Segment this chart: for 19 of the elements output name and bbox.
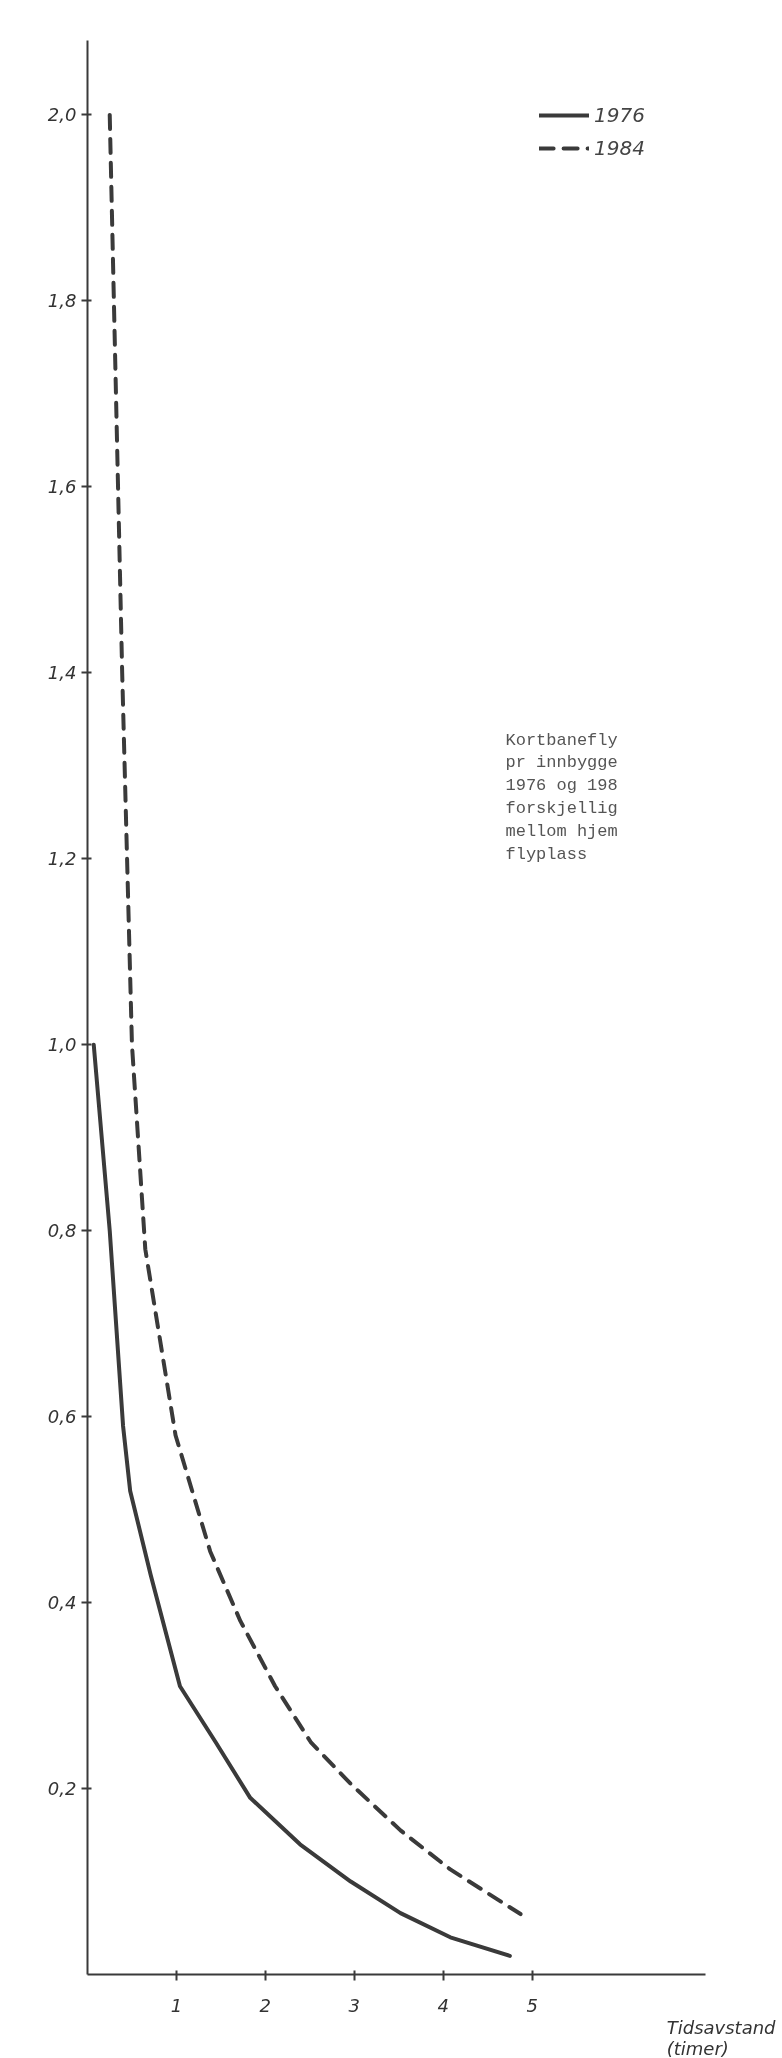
y-tick-label: 0,8 xyxy=(47,1220,77,1242)
y-tick-label: 0,2 xyxy=(47,1778,77,1800)
y-tick-label: 2,0 xyxy=(47,104,77,126)
x-tick-label: 4 xyxy=(437,1994,449,2016)
x-axis-title: Tidsavstand (timer) xyxy=(666,2016,777,2058)
y-tick-label: 1,0 xyxy=(47,1034,77,1056)
y-tick-label: 0,6 xyxy=(47,1406,77,1428)
x-tick-label: 2 xyxy=(259,1994,272,2016)
y-tick-label: 1,2 xyxy=(47,848,77,870)
y-tick-label: 1,4 xyxy=(47,662,77,684)
y-tick-label: 0,4 xyxy=(47,1592,77,1614)
annotation: Kortbanefly pr innbygge 1976 og 198 forskjellig mellom hjem flyplass xyxy=(505,730,618,864)
x-tick-label: 3 xyxy=(348,1994,360,2016)
legend-label: 1984 xyxy=(594,136,645,160)
x-tick-label: 5 xyxy=(526,1994,538,2016)
y-tick-label: 1,8 xyxy=(47,290,77,312)
x-tick-label: 1 xyxy=(170,1994,183,2016)
y-tick-label: 1,6 xyxy=(47,476,77,498)
legend-label: 1976 xyxy=(594,103,645,127)
